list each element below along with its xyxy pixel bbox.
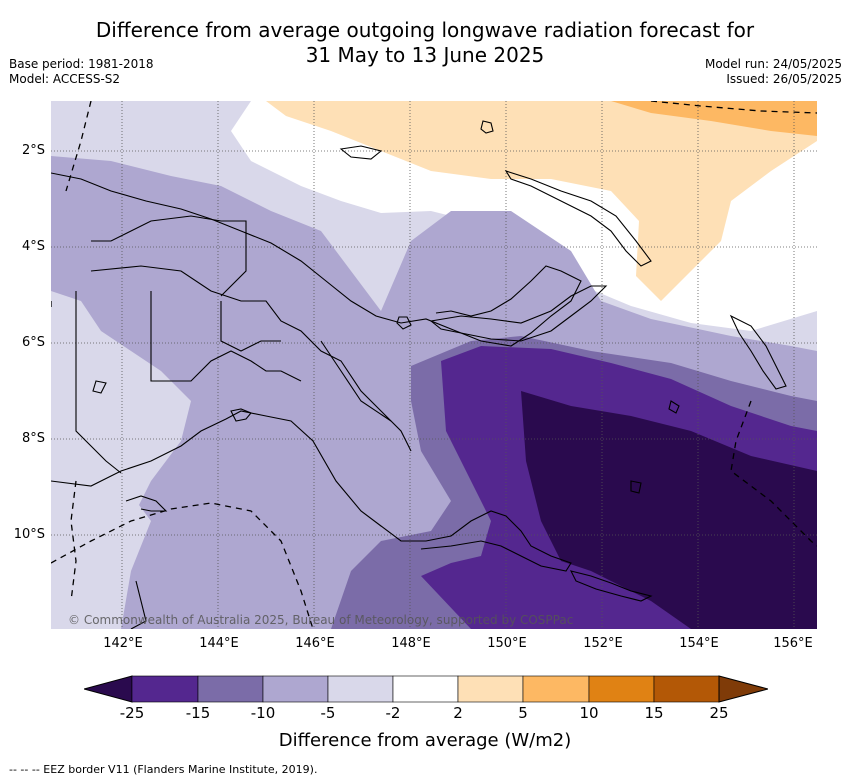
- coastlines: [51, 120, 787, 629]
- colorbar-bin-p10-p15: [588, 675, 655, 703]
- colorbar-extend-max: [718, 675, 768, 703]
- colorbar-tick-p2: 2: [453, 704, 463, 722]
- lat-label-8s: 8°S: [21, 431, 45, 446]
- issued-date: Issued: 26/05/2025: [726, 72, 842, 86]
- colorbar-tick-p25: 25: [709, 704, 729, 722]
- meta-left: Base period: 1981-2018 Model: ACCESS-S2: [9, 57, 154, 87]
- lon-label-146e: 146°E: [295, 636, 335, 651]
- colorbar-tick-p10: 10: [579, 704, 599, 722]
- band-m5-m2-west: [51, 291, 191, 629]
- lon-label-142e: 142°E: [103, 636, 143, 651]
- colorbar-title: Difference from average (W/m2): [278, 730, 572, 751]
- colorbar-tick-m10: -10: [250, 704, 276, 722]
- colorbar-bin-m2-p2: [392, 675, 459, 703]
- eez-footnote: -- -- -- EEZ border V11 (Flanders Marine…: [9, 763, 318, 776]
- title-line-2: 31 May to 13 June 2025: [305, 43, 545, 67]
- map-canvas: [51, 101, 817, 629]
- lon-label-154e: 154°E: [679, 636, 719, 651]
- colorbar-tick-m15: -15: [185, 704, 211, 722]
- copyright-notice: © Commonwealth of Australia 2025, Bureau…: [68, 613, 574, 627]
- lat-label-10s: 10°S: [13, 527, 45, 542]
- colorbar-bin-p15-p25: [653, 675, 720, 703]
- band-p2-p5: [266, 101, 817, 301]
- lat-label-4s: 4°S: [21, 239, 45, 254]
- colorbar-bin-m25-m15: [131, 675, 199, 703]
- colorbar-bin-m10-m5: [262, 675, 329, 703]
- eez-borders: [51, 101, 817, 629]
- colorbar-tick-m5: -5: [320, 704, 336, 722]
- colorbar-tick-m25: -25: [119, 704, 145, 722]
- colorbar-bin-p2-p5: [457, 675, 524, 703]
- colorbar-tick-p5: 5: [518, 704, 528, 722]
- colorbar: [84, 675, 768, 703]
- title-line-1: Difference from average outgoing longwav…: [95, 18, 755, 42]
- band-lt-m25: [521, 391, 817, 629]
- graticule: [51, 101, 817, 629]
- lon-label-156e: 156°E: [773, 636, 813, 651]
- lon-label-148e: 148°E: [391, 636, 431, 651]
- map-title: Difference from average outgoing longwav…: [0, 18, 850, 68]
- lon-label-144e: 144°E: [199, 636, 239, 651]
- model-name: Model: ACCESS-S2: [9, 72, 121, 86]
- colorbar-tick-m2: -2: [385, 704, 401, 722]
- lon-label-152e: 152°E: [583, 636, 623, 651]
- base-period: Base period: 1981-2018: [9, 57, 154, 71]
- lat-label-6s: 6°S: [21, 335, 45, 350]
- colorbar-bin-m5-m2: [327, 675, 394, 703]
- lon-label-150e: 150°E: [487, 636, 527, 651]
- map-panel[interactable]: [51, 101, 817, 629]
- lat-label-2s: 2°S: [21, 143, 45, 158]
- colorbar-tick-p15: 15: [644, 704, 664, 722]
- band-p5-p10: [611, 101, 817, 136]
- colorbar-extend-min: [84, 675, 133, 703]
- meta-right: Model run: 24/05/2025 Issued: 26/05/2025: [705, 57, 842, 87]
- model-run: Model run: 24/05/2025: [704, 57, 842, 71]
- colorbar-bin-p5-p10: [522, 675, 590, 703]
- colorbar-bin-m15-m10: [197, 675, 264, 703]
